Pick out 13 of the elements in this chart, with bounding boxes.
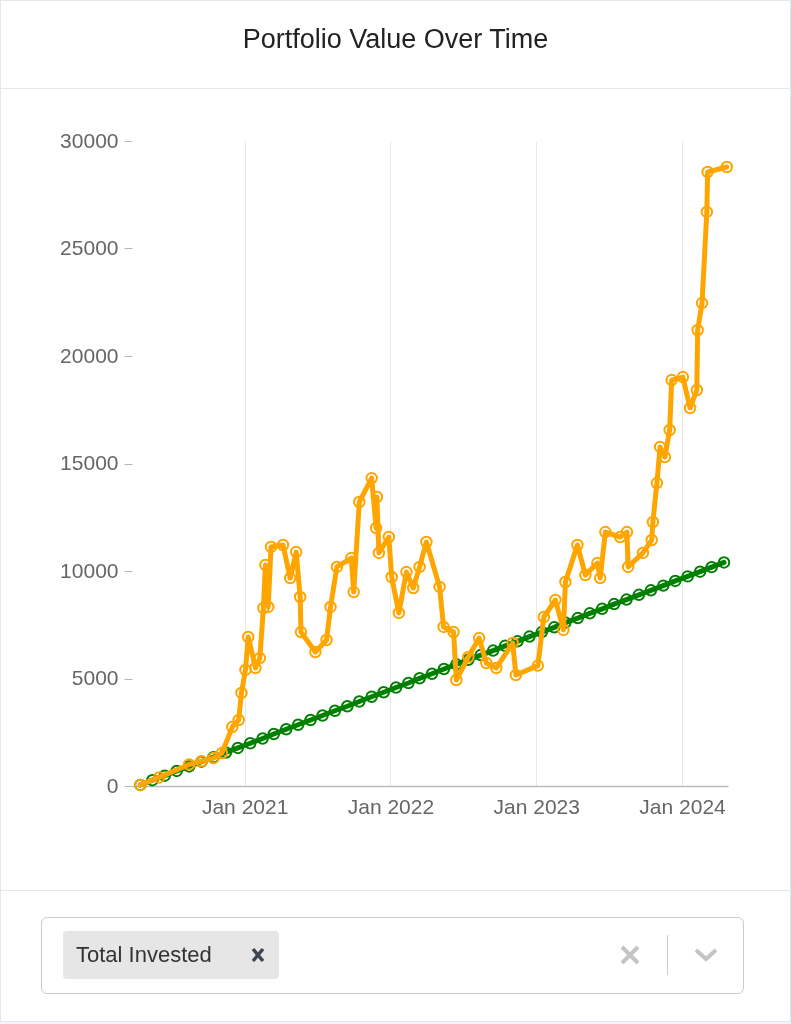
x-tick-label: Jan 2024	[639, 794, 727, 818]
x-tick-label: Jan 2021	[201, 794, 289, 818]
chart-title: Portfolio Value Over Time	[241, 24, 550, 55]
x-tick-label: Jan 2022	[347, 794, 435, 818]
select-field: Total Invested	[41, 917, 744, 994]
y-tick-label: 25000	[60, 236, 119, 259]
y-tick-label: 5000	[71, 666, 119, 689]
y-tick-label: 10000	[60, 558, 119, 582]
y-tick-label: 20000	[60, 343, 119, 367]
x-tick-label: Jan 2023	[493, 794, 580, 818]
y-tick-label: 30000	[60, 128, 119, 152]
y-tick-label: 15000	[60, 451, 119, 474]
y-tick-label: 0	[106, 773, 119, 797]
